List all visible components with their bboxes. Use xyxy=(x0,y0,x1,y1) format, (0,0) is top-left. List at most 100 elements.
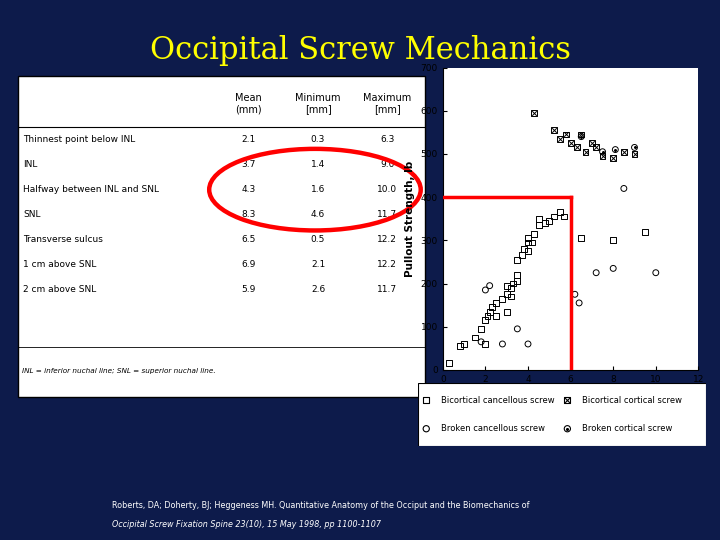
Point xyxy=(562,396,573,404)
Point xyxy=(565,139,577,147)
Text: 9.0: 9.0 xyxy=(380,160,395,169)
Text: Transverse sulcus: Transverse sulcus xyxy=(23,235,103,244)
Point xyxy=(508,279,519,288)
Point xyxy=(571,143,582,152)
Point xyxy=(486,303,498,312)
Text: 8.3: 8.3 xyxy=(242,210,256,219)
Point xyxy=(522,234,534,242)
Text: 12.2: 12.2 xyxy=(377,235,397,244)
Point xyxy=(475,325,487,333)
Text: 2.1: 2.1 xyxy=(311,260,325,269)
Point xyxy=(484,281,495,290)
Point xyxy=(518,245,529,253)
Point xyxy=(629,150,640,158)
Text: Occipital Screw Mechanics: Occipital Screw Mechanics xyxy=(150,35,570,66)
Point xyxy=(522,238,534,247)
Point xyxy=(629,143,640,152)
Text: 6.5: 6.5 xyxy=(242,235,256,244)
Point xyxy=(586,139,598,147)
FancyBboxPatch shape xyxy=(418,383,706,446)
Point xyxy=(475,338,487,346)
Point xyxy=(597,152,608,160)
Point xyxy=(459,340,470,348)
Text: SNL: SNL xyxy=(23,210,41,219)
Point xyxy=(561,130,572,139)
Point xyxy=(618,147,629,156)
Point xyxy=(480,316,491,325)
Text: Occipital Screw Fixation Spine 23(10), 15 May 1998, pp 1100-1107: Occipital Screw Fixation Spine 23(10), 1… xyxy=(112,520,381,529)
Point xyxy=(482,312,493,320)
Y-axis label: Pullout Strength, lb: Pullout Strength, lb xyxy=(405,160,415,277)
Point xyxy=(590,143,602,152)
Point xyxy=(528,109,540,117)
Text: 2 cm above SNL: 2 cm above SNL xyxy=(23,286,96,294)
Point xyxy=(420,424,432,433)
Point xyxy=(561,130,572,139)
Text: Minimum
[mm]: Minimum [mm] xyxy=(295,93,341,114)
Text: Thinnest point below INL: Thinnest point below INL xyxy=(23,135,135,144)
Point xyxy=(444,359,455,368)
Point xyxy=(575,132,587,141)
Text: 0.5: 0.5 xyxy=(311,235,325,244)
Point xyxy=(548,126,559,134)
Text: 10.0: 10.0 xyxy=(377,185,397,194)
Point xyxy=(484,307,495,316)
Point xyxy=(539,219,551,227)
Text: 4.6: 4.6 xyxy=(311,210,325,219)
Point xyxy=(505,292,517,301)
Text: INL: INL xyxy=(23,160,37,169)
Point xyxy=(512,255,523,264)
Point xyxy=(590,143,602,152)
Text: Halfway between INL and SNL: Halfway between INL and SNL xyxy=(23,185,159,194)
Text: INL = inferior nuchal line; SNL = superior nuchal line.: INL = inferior nuchal line; SNL = superi… xyxy=(22,368,216,374)
Point xyxy=(505,284,517,292)
Text: 0.3: 0.3 xyxy=(311,135,325,144)
Point xyxy=(629,143,640,152)
Point xyxy=(562,424,573,433)
Point xyxy=(533,214,544,223)
Point xyxy=(597,147,608,156)
Point xyxy=(569,290,580,299)
Point xyxy=(618,147,629,156)
Text: 3.7: 3.7 xyxy=(242,160,256,169)
Point xyxy=(575,130,587,139)
Text: 1.4: 1.4 xyxy=(311,160,325,169)
Point xyxy=(590,268,602,277)
Point xyxy=(610,145,621,154)
Point xyxy=(497,294,508,303)
Point xyxy=(565,139,577,147)
Text: Mean
(mm): Mean (mm) xyxy=(235,93,262,114)
Point xyxy=(501,307,513,316)
Point xyxy=(480,340,491,348)
Point xyxy=(650,268,662,277)
Point xyxy=(501,290,513,299)
Point xyxy=(544,217,555,225)
Text: 6.3: 6.3 xyxy=(380,135,395,144)
Point xyxy=(501,281,513,290)
Point xyxy=(610,145,621,154)
Text: 2.1: 2.1 xyxy=(242,135,256,144)
Point xyxy=(562,396,573,404)
Point xyxy=(618,184,629,193)
Point xyxy=(580,147,591,156)
Point xyxy=(629,150,640,158)
Text: Broken cortical screw: Broken cortical screw xyxy=(582,424,672,433)
Point xyxy=(480,286,491,294)
Point xyxy=(533,221,544,230)
Point xyxy=(528,230,540,238)
Point xyxy=(516,251,527,260)
Point xyxy=(571,143,582,152)
Point xyxy=(512,271,523,279)
Text: 5.9: 5.9 xyxy=(242,286,256,294)
Point xyxy=(522,340,534,348)
Point xyxy=(490,312,502,320)
Point xyxy=(554,208,566,217)
Text: Bicortical cortical screw: Bicortical cortical screw xyxy=(582,396,682,404)
Point xyxy=(575,234,587,242)
Text: Broken cancellous screw: Broken cancellous screw xyxy=(441,424,544,433)
Text: 4.3: 4.3 xyxy=(242,185,256,194)
Point xyxy=(522,247,534,255)
Point xyxy=(497,340,508,348)
Point xyxy=(608,236,619,245)
Point xyxy=(586,139,598,147)
